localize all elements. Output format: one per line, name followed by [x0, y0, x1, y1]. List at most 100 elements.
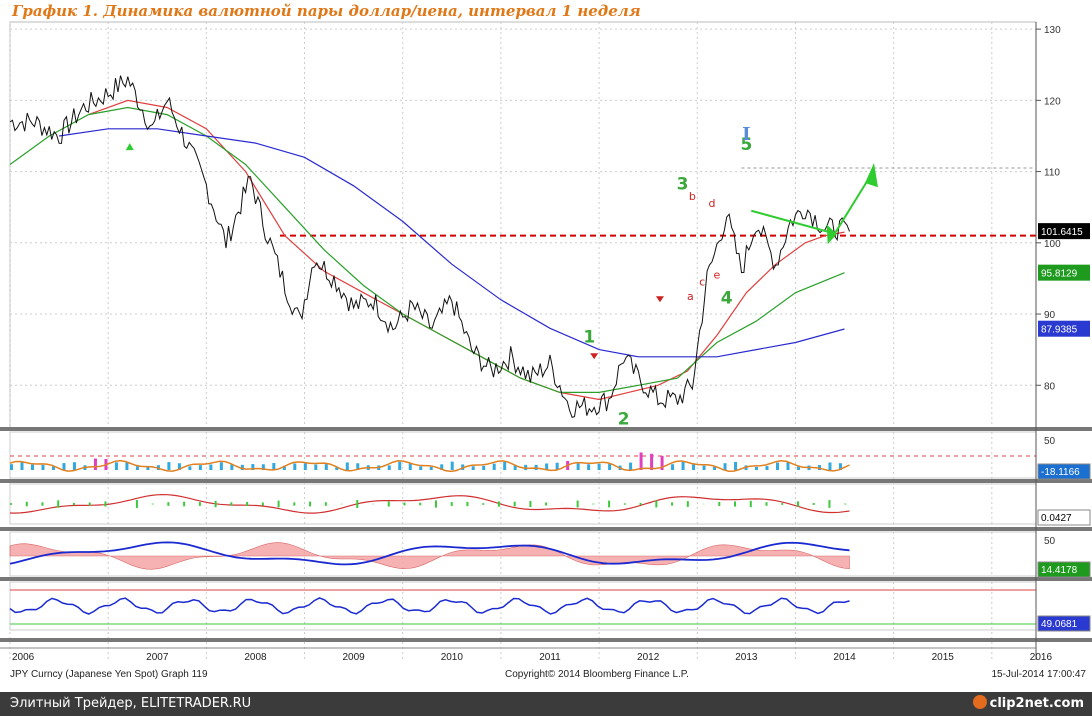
histogram-bar — [240, 464, 244, 470]
histogram-bar — [440, 464, 444, 470]
histogram-bar — [277, 500, 280, 508]
histogram-bar — [781, 503, 784, 505]
histogram-bar — [309, 501, 312, 507]
histogram-bar — [135, 466, 139, 470]
histogram-bar — [844, 503, 847, 505]
histogram-bar — [497, 501, 500, 507]
subwave-label: d — [709, 197, 716, 210]
panel-separator — [0, 527, 1092, 531]
histogram-bar — [151, 503, 154, 505]
histogram-bar — [482, 503, 485, 505]
histogram-bar — [545, 502, 548, 506]
forecast-arrowhead — [865, 163, 878, 188]
y-tick-label: 90 — [1044, 310, 1056, 321]
histogram-bar — [812, 503, 815, 505]
histogram-bar — [692, 464, 696, 470]
moving-average-line — [59, 128, 845, 358]
histogram-bar — [434, 500, 437, 508]
source-label: JPY Curncy (Japanese Yen Spot) Graph 119 — [10, 669, 208, 680]
histogram-bar — [534, 464, 538, 470]
triangle-marker — [655, 296, 664, 303]
histogram-bar — [209, 464, 213, 470]
histogram-bar — [718, 501, 721, 507]
histogram-bar — [492, 463, 496, 470]
histogram-bar — [125, 462, 129, 470]
histogram-bar — [167, 502, 170, 506]
price-badge-label: 95.8129 — [1041, 269, 1078, 280]
histogram-bar — [246, 502, 249, 506]
histogram-bar — [30, 464, 34, 470]
logo-text: clip2net.com — [989, 696, 1084, 711]
price-line — [9, 75, 850, 419]
wave-label: 4 — [721, 288, 733, 308]
indicator-area — [9, 542, 850, 570]
indicator-badge — [1037, 509, 1091, 526]
histogram-bar — [838, 463, 842, 470]
histogram-bar — [450, 461, 454, 470]
histogram-bar — [671, 464, 675, 470]
histogram-bar — [303, 463, 307, 470]
histogram-bar — [408, 463, 412, 470]
subwave-label: b — [689, 190, 696, 203]
subwave-label: e — [714, 268, 721, 281]
chart-title: График 1. Динамика валютной пары доллар/… — [12, 2, 641, 20]
histogram-bar — [188, 466, 192, 470]
x-tick-label: 2011 — [539, 652, 561, 663]
clip2net-logo[interactable]: clip2net.com — [972, 695, 1084, 711]
histogram-bar — [146, 466, 150, 470]
histogram-bar — [25, 501, 28, 507]
histogram-bar — [466, 501, 469, 507]
moving-average-line — [9, 106, 845, 393]
histogram-bar — [387, 465, 391, 470]
roman-wave-label: I — [742, 124, 750, 145]
histogram-bar — [135, 500, 138, 508]
histogram-bar — [261, 502, 264, 506]
histogram-bar — [419, 502, 422, 506]
x-tick-label: 2010 — [441, 652, 464, 663]
histogram-bar — [282, 465, 286, 470]
histogram-bar — [608, 500, 611, 508]
histogram-bar — [723, 463, 727, 470]
panel-separator — [0, 638, 1092, 642]
price-badge — [1038, 320, 1090, 337]
histogram-bar — [177, 463, 181, 470]
indicator-line — [9, 597, 850, 615]
histogram-bar — [681, 462, 685, 470]
indicator-badge-label: 0.0427 — [1041, 513, 1072, 524]
histogram-bar — [41, 464, 45, 470]
indicator-badge — [1037, 561, 1091, 578]
histogram-bar — [398, 461, 402, 470]
histogram-bar — [660, 455, 664, 470]
histogram-bar — [356, 500, 359, 508]
histogram-bar — [702, 465, 706, 470]
histogram-bar — [230, 502, 233, 506]
panel-separator — [0, 577, 1092, 581]
x-tick-label: 2012 — [637, 652, 660, 663]
histogram-bar — [828, 462, 832, 470]
histogram-bar — [650, 453, 654, 470]
x-tick-label: 2015 — [932, 652, 955, 663]
histogram-bar — [513, 501, 516, 507]
indicator-badge — [1037, 615, 1091, 632]
histogram-bar — [576, 500, 579, 508]
histogram-bar — [403, 502, 406, 506]
price-badge-label: 101.6415 — [1041, 227, 1083, 238]
indicator-line — [9, 459, 850, 473]
histogram-bar — [450, 502, 453, 506]
histogram-bar — [597, 463, 601, 470]
forecast-arrowhead-mid — [826, 224, 837, 245]
indicator-panels — [0, 427, 1092, 642]
histogram-bar — [324, 502, 327, 506]
y-tick-label: 110 — [1044, 168, 1060, 179]
histogram-bar — [324, 464, 328, 470]
histogram-bar — [482, 465, 486, 470]
indicator-badge — [1037, 463, 1091, 480]
x-tick-label: 2006 — [12, 652, 35, 663]
histogram-bar — [713, 466, 717, 470]
histogram-bar — [513, 465, 517, 470]
histogram-bar — [623, 503, 626, 505]
histogram-bar — [786, 462, 790, 470]
histogram-bar — [655, 500, 658, 508]
histogram-bar — [639, 452, 643, 470]
histogram-bar — [796, 501, 799, 507]
